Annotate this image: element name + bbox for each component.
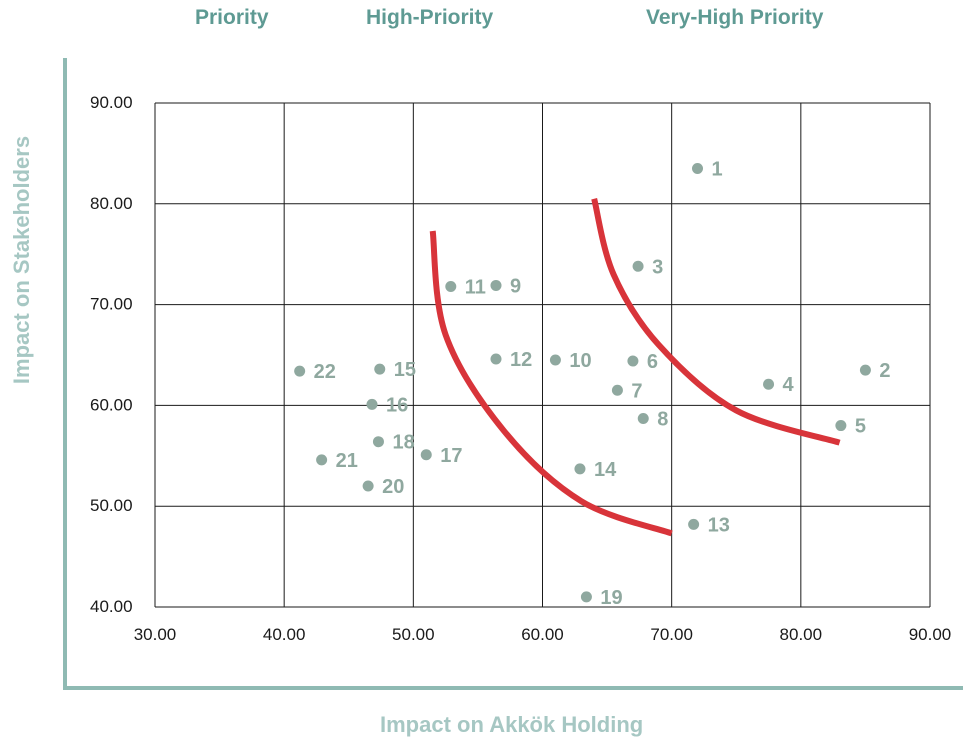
data-point [692, 163, 703, 175]
data-point [549, 354, 561, 366]
data-point [859, 364, 871, 376]
data-point [490, 279, 502, 291]
data-point-label: 5 [855, 416, 866, 438]
y-tick-label: 50.00 [90, 496, 133, 515]
data-point-label: 18 [392, 432, 414, 454]
data-point [611, 384, 623, 396]
data-point [763, 378, 775, 390]
x-tick-label: 90.00 [909, 625, 952, 644]
data-point-label: 13 [708, 514, 730, 536]
data-point-label: 4 [783, 374, 795, 396]
data-point-label: 7 [631, 380, 642, 402]
y-tick-label: 80.00 [90, 194, 133, 213]
priority-boundary-curve [429, 230, 673, 537]
data-point [420, 449, 432, 461]
zone-label-very-high-priority: Very-High Priority [646, 6, 824, 29]
x-tick-label: 80.00 [780, 625, 823, 644]
data-point [688, 518, 700, 530]
data-point-label: 14 [594, 459, 617, 481]
data-point [294, 365, 306, 377]
data-point-label: 1 [712, 159, 723, 181]
data-point [632, 260, 644, 272]
data-point [627, 355, 639, 367]
data-point-label: 2 [879, 360, 890, 382]
data-point [580, 591, 592, 603]
x-tick-label: 70.00 [650, 625, 693, 644]
data-point [835, 420, 847, 432]
x-tick-label: 40.00 [263, 625, 306, 644]
data-point-label: 17 [440, 445, 462, 467]
data-point-label: 22 [314, 361, 336, 383]
x-tick-label: 50.00 [392, 625, 435, 644]
data-point-label: 15 [394, 359, 416, 381]
data-point [574, 463, 586, 475]
data-point [316, 454, 328, 466]
data-point-label: 21 [336, 450, 358, 472]
zone-label-priority: Priority [195, 6, 269, 29]
data-point-label: 9 [510, 275, 521, 297]
data-point-label: 3 [652, 256, 663, 278]
data-point-label: 6 [647, 351, 658, 373]
data-point-label: 16 [386, 394, 408, 416]
x-tick-label: 60.00 [521, 625, 564, 644]
y-tick-label: 60.00 [90, 395, 133, 414]
data-point-label: 10 [569, 350, 591, 372]
data-point [372, 436, 384, 448]
zone-label-high-priority: High-Priority [366, 6, 494, 29]
data-point [637, 413, 649, 425]
data-point [374, 363, 386, 375]
data-point-label: 8 [657, 409, 668, 431]
data-point [362, 480, 374, 492]
y-tick-label: 90.00 [90, 93, 133, 112]
x-axis-title: Impact on Akkök Holding [380, 712, 644, 737]
y-tick-label: 40.00 [90, 597, 133, 616]
data-point [445, 280, 457, 292]
data-point-label: 12 [510, 349, 532, 371]
data-point-label: 20 [382, 476, 404, 498]
priority-boundary-curve [591, 198, 841, 446]
x-tick-label: 30.00 [134, 625, 177, 644]
y-tick-label: 70.00 [90, 295, 133, 314]
data-point-label: 11 [465, 276, 486, 298]
data-point-label: 19 [600, 587, 622, 609]
data-point [490, 353, 502, 365]
data-point [366, 398, 378, 410]
